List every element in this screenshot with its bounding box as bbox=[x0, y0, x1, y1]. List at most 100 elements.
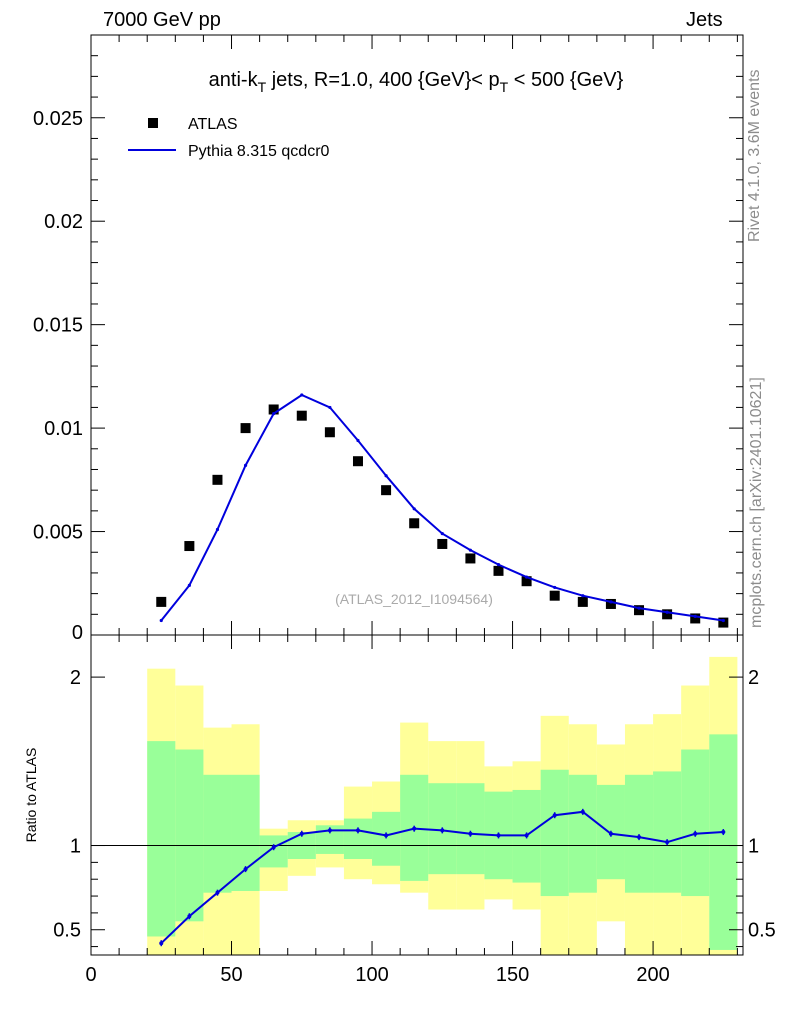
upper-ytick-label: 0.02 bbox=[44, 211, 83, 233]
header-right: Jets bbox=[686, 9, 723, 31]
xtick-label: 100 bbox=[355, 964, 388, 986]
lower-ytick-label-left: 2 bbox=[70, 667, 81, 689]
band-inner-bin bbox=[175, 749, 204, 922]
lower-ytick-label-right: 1 bbox=[748, 836, 759, 858]
mc-point bbox=[243, 463, 248, 467]
band-inner-bin bbox=[343, 818, 373, 859]
legend-atlas-label: ATLAS bbox=[188, 116, 238, 133]
header-left: 7000 GeV pp bbox=[103, 9, 221, 31]
upper-ytick-label: 0.01 bbox=[44, 418, 83, 440]
ratio-point bbox=[524, 833, 529, 838]
mc-point bbox=[721, 618, 725, 623]
ratio-point bbox=[159, 941, 164, 946]
lower-ytick-label-left: 0.5 bbox=[53, 920, 81, 942]
ratio-point bbox=[468, 831, 473, 836]
xtick-label: 0 bbox=[85, 964, 96, 986]
data-point bbox=[634, 605, 645, 616]
ratio-point bbox=[299, 831, 304, 836]
lower-panel-marks bbox=[91, 808, 743, 947]
title-prefix: anti-k bbox=[209, 69, 259, 91]
lower-frame bbox=[90, 634, 744, 956]
mc-point bbox=[272, 412, 276, 416]
lower-ytick-label-right: 2 bbox=[748, 667, 759, 689]
ratio-point bbox=[665, 840, 670, 845]
title-suffix: < 500 {GeV} bbox=[508, 69, 623, 91]
data-point bbox=[577, 596, 588, 607]
ratio-point bbox=[271, 845, 276, 850]
data-point bbox=[521, 576, 532, 587]
axes bbox=[90, 34, 744, 956]
ratio-point bbox=[721, 830, 726, 835]
band-inner-bin bbox=[372, 811, 401, 866]
data-point bbox=[324, 427, 335, 438]
legend-pythia-label: Pythia 8.315 qcdcr0 bbox=[188, 143, 330, 160]
mc-point bbox=[637, 606, 641, 610]
mc-point bbox=[468, 548, 472, 552]
data-point bbox=[352, 456, 363, 467]
mc-point bbox=[159, 618, 163, 623]
band-inner-bin bbox=[653, 771, 682, 893]
legend: ATLAS Pythia 8.315 qcdcr0 bbox=[128, 116, 330, 160]
band-inner-bin bbox=[681, 749, 710, 897]
data-point bbox=[212, 474, 223, 485]
data-point bbox=[690, 613, 701, 624]
ratio-point bbox=[327, 828, 332, 833]
mc-point bbox=[693, 614, 697, 618]
data-point bbox=[240, 423, 251, 434]
upper-ytick-label: 0.015 bbox=[33, 315, 83, 337]
band-inner-bin bbox=[259, 835, 288, 868]
ratio-point bbox=[580, 809, 585, 814]
chart-title: anti-kT jets, R=1.0, 400 {GeV}< pT < 500… bbox=[209, 69, 624, 95]
band-inner-bin bbox=[203, 774, 232, 893]
data-point bbox=[605, 598, 616, 609]
mc-point bbox=[525, 575, 529, 579]
band-inner-bin bbox=[568, 774, 597, 893]
uncertainty-bands bbox=[147, 656, 738, 955]
data-point bbox=[381, 485, 392, 496]
data-point bbox=[409, 518, 420, 529]
xtick-label: 200 bbox=[636, 964, 669, 986]
ratio-point bbox=[187, 914, 192, 919]
data-point bbox=[662, 609, 673, 620]
data-point bbox=[718, 617, 729, 628]
title-prefix-sub: T bbox=[258, 79, 267, 95]
ratio-point bbox=[496, 833, 501, 838]
title-middle: jets, R=1.0, 400 {GeV}< p bbox=[266, 69, 500, 91]
ratio-point bbox=[552, 813, 557, 818]
tick-labels: 0 0.005 0.01 0.015 0.02 0.025 0.5 0.5 1 1 2 2 0 50 100… bbox=[33, 108, 776, 986]
mc-point bbox=[356, 438, 360, 443]
mc-point bbox=[553, 585, 557, 590]
data-point bbox=[156, 596, 167, 607]
xtick-label: 50 bbox=[220, 964, 242, 986]
band-inner-bin bbox=[147, 741, 176, 937]
ratio-point bbox=[693, 831, 698, 836]
ratio-point bbox=[440, 828, 445, 833]
band-inner-bin bbox=[456, 783, 485, 875]
band-inner-bin bbox=[624, 774, 654, 893]
ratio-point bbox=[608, 831, 613, 836]
mc-point bbox=[328, 405, 332, 410]
band-inner-bin bbox=[231, 774, 260, 891]
upper-panel-marks bbox=[156, 393, 729, 628]
band-inner-bin bbox=[709, 734, 738, 950]
lower-ytick-label-left: 1 bbox=[70, 836, 81, 858]
data-point bbox=[268, 404, 279, 415]
band-inner-bin bbox=[540, 769, 569, 897]
ratio-point bbox=[215, 890, 220, 895]
ratio-point bbox=[412, 826, 417, 831]
data-point bbox=[493, 565, 504, 576]
upper-ytick-label: 0 bbox=[72, 622, 83, 644]
data-point bbox=[437, 538, 448, 549]
ratio-point bbox=[243, 867, 248, 872]
mc-point bbox=[440, 532, 444, 536]
data-point bbox=[296, 410, 307, 421]
ratio-point bbox=[384, 833, 389, 838]
mc-point bbox=[215, 527, 220, 532]
legend-atlas-marker bbox=[148, 118, 158, 128]
mc-point bbox=[412, 507, 416, 511]
lower-ylabel: Ratio to ATLAS bbox=[23, 748, 39, 843]
title-middle-sub: T bbox=[500, 79, 509, 95]
upper-watermark: (ATLAS_2012_I1094564) bbox=[335, 591, 493, 607]
data-point bbox=[549, 590, 560, 601]
